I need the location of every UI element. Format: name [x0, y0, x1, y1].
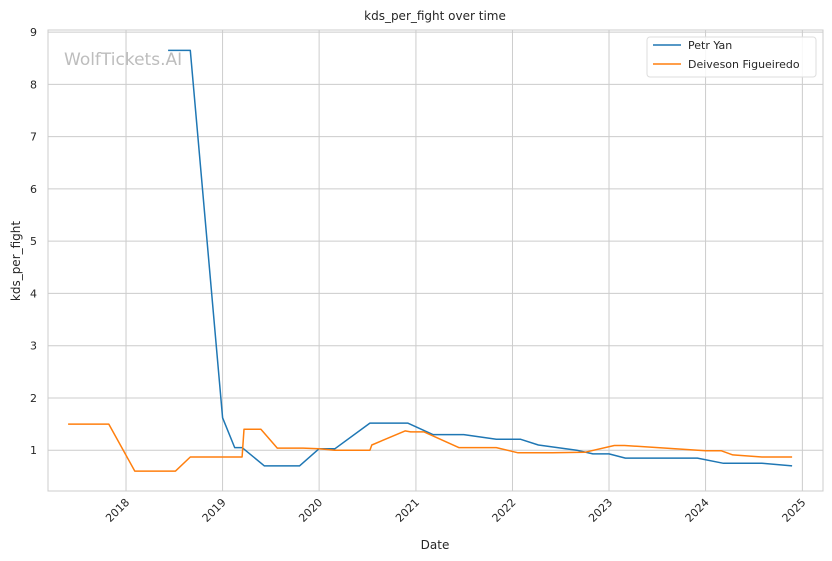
- y-tick-label: 9: [30, 26, 37, 39]
- y-axis-ticks: 1 2 3 4 5 6 7 8 9: [30, 26, 37, 457]
- grid: [48, 30, 823, 491]
- legend-label: Deiveson Figueiredo: [688, 58, 800, 71]
- y-tick-label: 4: [30, 287, 37, 300]
- legend-label: Petr Yan: [688, 39, 732, 52]
- x-axis-label: Date: [421, 538, 450, 552]
- y-tick-label: 3: [30, 340, 37, 353]
- plot-area: [47, 29, 824, 492]
- y-tick-label: 7: [30, 131, 37, 144]
- y-tick-label: 2: [30, 392, 37, 405]
- series-lines: [68, 49, 793, 472]
- legend: Petr Yan Deiveson Figueiredo: [646, 36, 817, 78]
- series-line-0: [168, 49, 793, 467]
- chart-title: kds_per_fight over time: [364, 9, 506, 23]
- watermark: WolfTickets.AI: [64, 50, 182, 70]
- y-tick-label: 8: [30, 78, 37, 91]
- y-axis-label: kds_per_fight: [9, 221, 23, 302]
- legend-box: [646, 36, 817, 78]
- y-tick-label: 1: [30, 444, 37, 457]
- y-tick-label: 6: [30, 183, 37, 196]
- series-line-1: [68, 423, 793, 472]
- y-tick-label: 5: [30, 235, 37, 248]
